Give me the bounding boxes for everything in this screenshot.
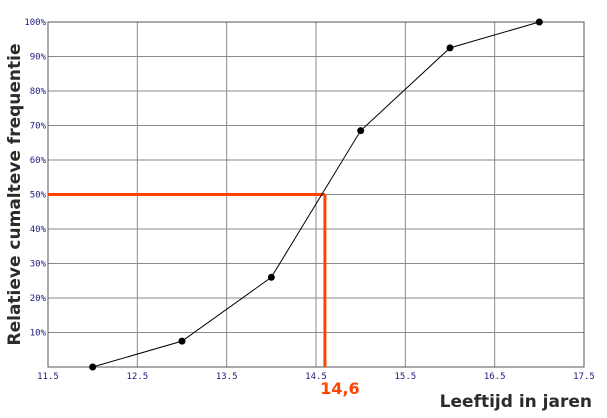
y-axis-ticks: 10% 20% 30% 40% 50% 60% 70% 80% 90% 100% [24,18,46,339]
y-tick-label-4: 50% [30,191,47,201]
y-tick-label-0: 10% [30,329,47,339]
y-tick-label-7: 80% [30,87,47,97]
median-annotation [48,193,327,367]
y-tick-label-6: 70% [30,122,47,132]
data-point-3 [357,127,365,135]
y-tick-label-3: 40% [30,225,47,235]
x-tick-label-4: 15.5 [394,372,416,382]
x-axis-ticks: 11.5 12.5 13.5 14.5 15.5 16.5 17.5 [37,372,595,382]
y-tick-label-5: 60% [30,156,47,166]
y-tick-label-8: 90% [30,53,47,63]
data-point-0 [89,363,97,371]
x-tick-label-0: 11.5 [37,372,59,382]
x-tick-label-3: 14.5 [305,372,327,382]
annotation-label: 14,6 [320,379,359,398]
data-points [89,18,543,371]
x-tick-label-1: 12.5 [126,372,148,382]
x-tick-label-6: 17.5 [573,372,595,382]
x-tick-label-5: 16.5 [484,372,506,382]
x-axis-label: Leeftijd in jaren [440,392,592,412]
data-point-4 [446,44,454,52]
series-line [92,21,540,368]
y-tick-label-2: 30% [30,260,47,270]
y-axis-label: Relatieve cumalteve frequentie [5,43,25,345]
data-point-2 [267,273,275,281]
x-tick-label-2: 13.5 [216,372,238,382]
y-tick-label-9: 100% [24,18,46,28]
y-tick-label-1: 20% [30,294,47,304]
data-point-1 [178,337,186,345]
data-point-5 [535,18,543,26]
